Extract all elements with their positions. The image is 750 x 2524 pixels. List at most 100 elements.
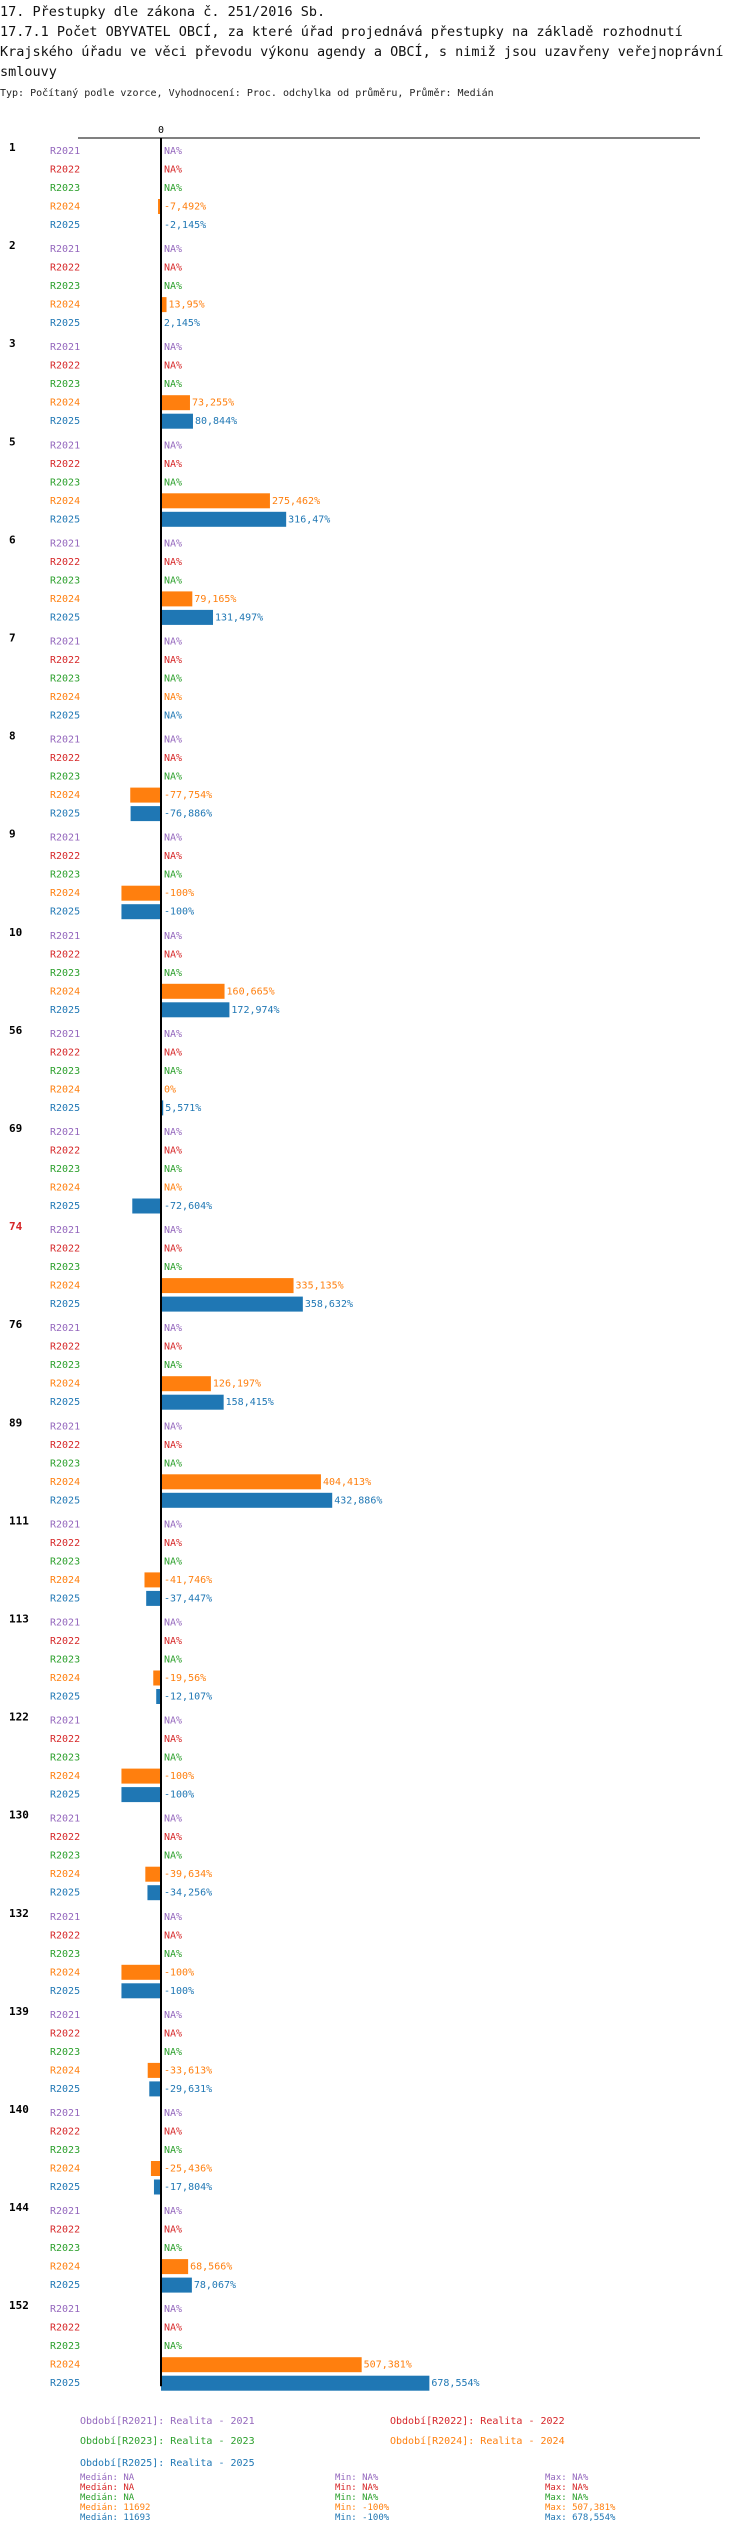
bar-r2024 — [158, 199, 161, 214]
data-label: -77,754% — [164, 790, 212, 801]
series-label: R2023 — [50, 1655, 80, 1666]
series-label: R2023 — [50, 772, 80, 783]
data-label: 68,566% — [190, 2262, 232, 2273]
data-label: 432,886% — [334, 1495, 382, 1506]
series-label: R2023 — [50, 379, 80, 390]
series-label: R2022 — [50, 655, 80, 666]
data-label: NA% — [164, 772, 182, 783]
series-label: R2021 — [50, 735, 80, 746]
group-label: 10 — [9, 926, 22, 939]
series-label: R2021 — [50, 244, 80, 255]
group-label: 144 — [9, 2201, 29, 2214]
bar-r2025 — [161, 2277, 192, 2293]
data-label: 80,844% — [195, 416, 237, 427]
group-label: 9 — [9, 828, 16, 841]
series-label: R2021 — [50, 1814, 80, 1825]
series-label: R2023 — [50, 2243, 80, 2254]
series-label: R2021 — [50, 342, 80, 353]
data-label: -7,492% — [164, 202, 206, 213]
group-label: 122 — [9, 1711, 29, 1724]
series-label: R2022 — [50, 2127, 80, 2138]
data-label: -100% — [164, 1790, 194, 1801]
series-label: R2024 — [50, 1281, 80, 1292]
bar-r2025 — [121, 1983, 161, 1999]
data-label: -100% — [164, 1967, 194, 1978]
data-label: NA% — [164, 1949, 182, 1960]
data-label: NA% — [164, 2010, 182, 2021]
stat-min: Min: NA% — [335, 2473, 379, 2483]
data-label: NA% — [164, 851, 182, 862]
bar-r2024 — [130, 787, 161, 803]
data-label: NA% — [164, 1225, 182, 1236]
data-label: -41,746% — [164, 1575, 212, 1586]
bar-r2024 — [121, 1964, 161, 1980]
series-label: R2021 — [50, 1912, 80, 1923]
data-label: NA% — [164, 1930, 182, 1941]
legend-entry-r2023: Období[R2023]: Realita - 2023 — [80, 2435, 255, 2447]
data-label: NA% — [164, 1342, 182, 1353]
series-label: R2021 — [50, 1519, 80, 1530]
series-label: R2025 — [50, 1692, 80, 1703]
series-label: R2025 — [50, 1986, 80, 1997]
data-label: NA% — [164, 1519, 182, 1530]
data-label: 131,497% — [215, 612, 263, 623]
bar-r2024 — [161, 1278, 294, 1294]
data-label: -29,631% — [164, 2084, 212, 2095]
data-label: -100% — [164, 888, 194, 899]
data-label: NA% — [164, 557, 182, 568]
series-label: R2023 — [50, 575, 80, 586]
series-label: R2025 — [50, 1495, 80, 1506]
data-label: 78,067% — [194, 2280, 236, 2291]
data-label: NA% — [164, 1636, 182, 1647]
group-label: 89 — [9, 1416, 22, 1429]
bar-r2024 — [150, 2161, 161, 2176]
data-label: NA% — [164, 692, 182, 703]
series-label: R2022 — [50, 851, 80, 862]
group-label: 5 — [9, 435, 16, 448]
series-label: R2024 — [50, 398, 80, 409]
data-label: NA% — [164, 1716, 182, 1727]
series-label: R2024 — [50, 692, 80, 703]
series-label: R2024 — [50, 888, 80, 899]
data-label: NA% — [164, 2323, 182, 2334]
series-label: R2021 — [50, 1323, 80, 1334]
chart-subtitle: Typ: Počítaný podle vzorce, Vyhodnocení:… — [0, 88, 494, 99]
bar-r2024 — [161, 395, 190, 411]
group-label: 74 — [9, 1220, 23, 1233]
series-label: R2024 — [50, 986, 80, 997]
series-label: R2024 — [50, 1673, 80, 1684]
data-label: -76,886% — [164, 809, 212, 820]
series-label: R2024 — [50, 2262, 80, 2273]
data-label: NA% — [164, 342, 182, 353]
data-label: -100% — [164, 1771, 194, 1782]
data-label: NA% — [164, 440, 182, 451]
bar-r2025 — [161, 2375, 430, 2391]
bar-r2024 — [161, 1474, 321, 1490]
series-label: R2022 — [50, 2028, 80, 2039]
data-label: NA% — [164, 2304, 182, 2315]
data-label: -34,256% — [164, 1888, 212, 1899]
series-label: R2025 — [50, 2378, 80, 2389]
series-label: R2021 — [50, 1421, 80, 1432]
stat-max: Max: 678,554% — [545, 2513, 616, 2523]
data-label: NA% — [164, 2206, 182, 2217]
bar-r2024 — [147, 2062, 161, 2078]
series-label: R2025 — [50, 2280, 80, 2291]
data-label: NA% — [164, 146, 182, 157]
data-label: NA% — [164, 1538, 182, 1549]
series-label: R2024 — [50, 202, 80, 213]
series-label: R2025 — [50, 809, 80, 820]
data-label: NA% — [164, 1421, 182, 1432]
data-label: NA% — [164, 2145, 182, 2156]
bar-r2024 — [161, 493, 270, 509]
series-label: R2023 — [50, 870, 80, 881]
stat-min: Min: NA% — [335, 2493, 379, 2503]
chart-title-line-2: 17.7.1 Počet OBYVATEL OBCÍ, za které úřa… — [0, 24, 732, 80]
series-label: R2022 — [50, 361, 80, 372]
legend-entry-r2021: Období[R2021]: Realita - 2021 — [80, 2415, 255, 2427]
legend-entry-r2022: Období[R2022]: Realita - 2022 — [390, 2415, 565, 2427]
series-label: R2023 — [50, 1458, 80, 1469]
legend-entry-r2024: Období[R2024]: Realita - 2024 — [390, 2435, 565, 2447]
series-label: R2024 — [50, 2065, 80, 2076]
series-label: R2022 — [50, 557, 80, 568]
